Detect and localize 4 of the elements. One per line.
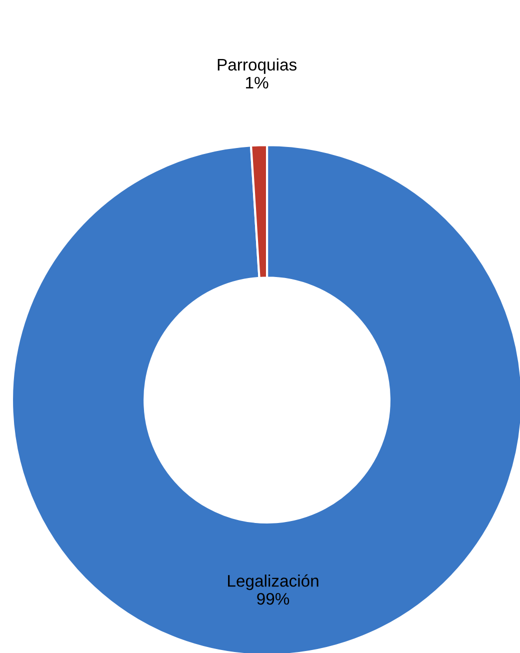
slice-label: Legalización xyxy=(228,574,318,590)
data-label: 99% xyxy=(257,592,290,605)
slice-label: Parroquias xyxy=(218,58,296,74)
data-label: 1% xyxy=(246,76,268,89)
